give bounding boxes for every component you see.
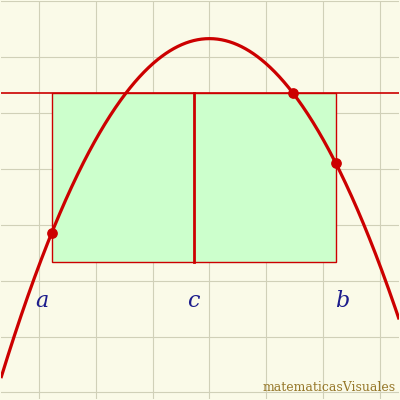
Text: matematicasVisuales: matematicasVisuales — [262, 381, 396, 394]
Point — [49, 229, 55, 236]
Text: a: a — [36, 290, 49, 312]
Bar — [52, 93, 336, 262]
Point — [290, 90, 296, 96]
Text: c: c — [188, 290, 200, 312]
Text: b: b — [335, 290, 349, 312]
Point — [332, 160, 339, 166]
